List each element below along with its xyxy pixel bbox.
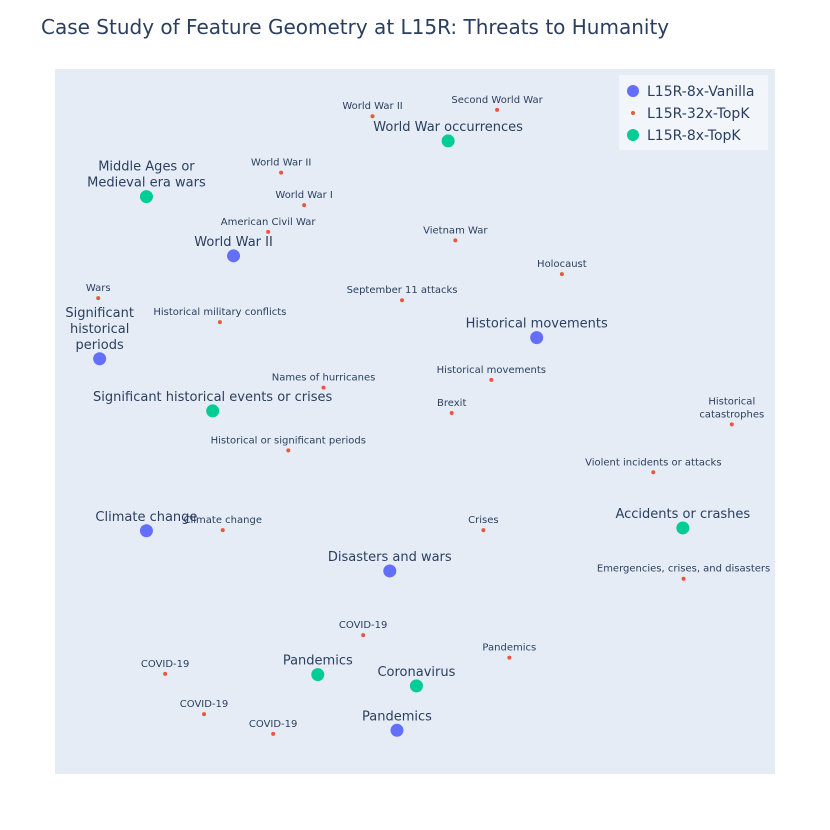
point-1-4[interactable]: [266, 229, 271, 234]
legend[interactable]: L15R-8x-Vanilla L15R-32x-TopK L15R-8x-TopK: [619, 75, 768, 150]
point-1-20[interactable]: [507, 655, 512, 660]
point-label-0-4-0: Disasters and wars: [328, 550, 452, 565]
point-0-3[interactable]: [139, 524, 153, 538]
point-label-2-2-0: Significant historical events or crises: [93, 390, 332, 405]
point-label-2-1-1: Medieval era wars: [87, 176, 206, 191]
point-1-19[interactable]: [361, 633, 366, 638]
point-2-3[interactable]: [676, 521, 690, 535]
point-label-1-18-0: Emergencies, crises, and disasters: [597, 564, 770, 575]
point-1-8[interactable]: [400, 298, 405, 303]
point-label-0-1-2: periods: [76, 338, 124, 353]
point-1-3[interactable]: [302, 203, 307, 208]
point-1-6[interactable]: [559, 272, 564, 277]
point-0-4[interactable]: [383, 564, 397, 578]
plot-area: [55, 69, 775, 774]
point-label-1-7-0: Wars: [86, 283, 111, 294]
point-label-2-0-0: World War occurrences: [373, 120, 523, 135]
point-label-0-0-0: World War II: [194, 235, 273, 250]
point-0-1[interactable]: [93, 352, 107, 366]
legend-label-1[interactable]: L15R-32x-TopK: [647, 106, 750, 122]
point-label-1-8-0: September 11 attacks: [347, 285, 458, 296]
point-1-13[interactable]: [729, 422, 734, 427]
point-label-1-11-0: Historical movements: [437, 365, 546, 376]
point-label-1-9-0: Historical military conflicts: [153, 307, 286, 318]
point-label-1-12-0: Brexit: [437, 398, 466, 409]
point-label-2-5-0: Coronavirus: [377, 665, 455, 680]
point-label-1-21-0: COVID-19: [141, 659, 190, 670]
point-0-5[interactable]: [390, 723, 404, 737]
legend-box: [619, 75, 768, 150]
chart-title: Case Study of Feature Geometry at L15R: …: [41, 15, 670, 39]
point-1-10[interactable]: [321, 385, 326, 390]
point-label-0-3-0: Climate change: [95, 510, 197, 525]
legend-label-0[interactable]: L15R-8x-Vanilla: [647, 84, 754, 100]
point-2-0[interactable]: [441, 134, 455, 148]
point-1-7[interactable]: [96, 296, 101, 301]
point-1-0[interactable]: [370, 114, 375, 119]
point-1-21[interactable]: [163, 671, 168, 676]
point-0-2[interactable]: [530, 331, 544, 345]
point-1-12[interactable]: [449, 411, 454, 416]
point-label-1-22-0: COVID-19: [180, 699, 229, 710]
point-1-22[interactable]: [202, 712, 207, 717]
point-2-1[interactable]: [139, 190, 153, 204]
point-label-1-10-0: Names of hurricanes: [272, 373, 376, 384]
point-label-0-5-0: Pandemics: [362, 709, 432, 724]
point-1-18[interactable]: [681, 576, 686, 581]
point-label-1-15-0: Violent incidents or attacks: [585, 457, 721, 468]
point-1-17[interactable]: [481, 528, 486, 533]
point-label-1-4-0: American Civil War: [221, 217, 317, 228]
point-2-2[interactable]: [206, 404, 220, 418]
point-1-15[interactable]: [651, 470, 656, 475]
point-1-1[interactable]: [495, 107, 500, 112]
point-label-1-13-0: Historical: [708, 396, 755, 407]
point-1-16[interactable]: [220, 528, 225, 533]
point-0-0[interactable]: [227, 249, 241, 263]
point-label-1-5-0: Vietnam War: [423, 225, 488, 236]
point-label-2-1-0: Middle Ages or: [98, 160, 195, 175]
point-label-1-0-0: World War II: [342, 101, 402, 112]
points-layer: [93, 107, 734, 737]
point-label-0-1-0: Significant: [65, 306, 134, 321]
point-label-1-17-0: Crises: [468, 515, 498, 526]
point-label-1-6-0: Holocaust: [537, 259, 587, 270]
point-label-1-16-0: Climate change: [184, 515, 262, 526]
legend-marker-1[interactable]: [631, 111, 635, 115]
legend-marker-2[interactable]: [627, 129, 639, 141]
point-label-1-14-0: Historical or significant periods: [211, 435, 366, 446]
point-label-2-3-0: Accidents or crashes: [615, 507, 750, 522]
point-1-2[interactable]: [279, 170, 284, 175]
point-label-1-2-0: World War II: [251, 158, 311, 169]
point-1-5[interactable]: [453, 238, 458, 243]
point-2-4[interactable]: [311, 668, 325, 682]
point-1-23[interactable]: [271, 731, 276, 736]
point-label-1-19-0: COVID-19: [339, 620, 388, 631]
point-label-1-3-0: World War I: [275, 190, 332, 201]
point-label-0-2-0: Historical movements: [466, 317, 608, 332]
point-1-11[interactable]: [489, 377, 494, 382]
point-label-2-4-0: Pandemics: [283, 654, 353, 669]
point-1-9[interactable]: [217, 320, 222, 325]
legend-label-2[interactable]: L15R-8x-TopK: [647, 128, 741, 144]
point-label-1-1-0: Second World War: [451, 95, 543, 106]
point-label-1-13-1: catastrophes: [699, 409, 764, 420]
point-label-1-20-0: Pandemics: [482, 643, 536, 654]
point-label-0-1-1: historical: [70, 322, 129, 337]
point-2-5[interactable]: [409, 679, 423, 693]
labels-layer: World War II Significanthistoricalperiods…: [65, 95, 770, 730]
legend-marker-0[interactable]: [627, 85, 639, 97]
point-label-1-23-0: COVID-19: [249, 719, 298, 730]
point-1-14[interactable]: [286, 448, 291, 453]
